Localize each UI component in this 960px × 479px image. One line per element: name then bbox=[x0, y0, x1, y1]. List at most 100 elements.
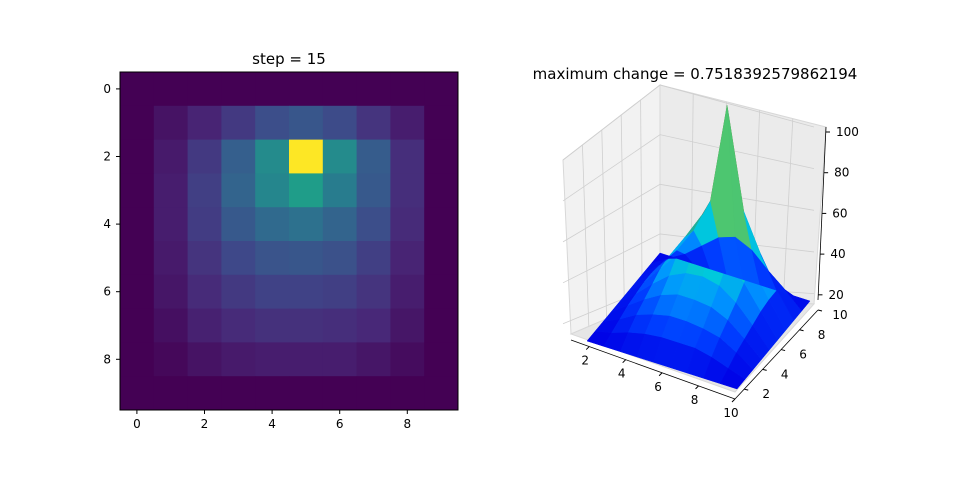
heatmap-cell bbox=[390, 342, 425, 377]
heatmap-cell bbox=[322, 72, 358, 107]
heatmap-x-tick-label: 2 bbox=[201, 417, 209, 431]
heatmap-cell bbox=[390, 376, 425, 411]
heatmap-cell bbox=[255, 274, 290, 310]
heatmap-cell bbox=[120, 139, 155, 174]
heatmap-cell bbox=[255, 241, 290, 276]
heatmap-cell bbox=[255, 376, 290, 411]
surface-y-tick-mark bbox=[762, 368, 767, 371]
heatmap-cell bbox=[356, 308, 391, 343]
heatmap-cell bbox=[221, 139, 256, 174]
heatmap-cell bbox=[221, 241, 256, 276]
heatmap-cell bbox=[390, 139, 425, 174]
heatmap-cell bbox=[221, 342, 256, 377]
surface-y-axis-line bbox=[734, 309, 819, 400]
heatmap-cell bbox=[187, 241, 222, 276]
surface-mesh bbox=[586, 105, 811, 390]
heatmap-cell bbox=[255, 105, 290, 141]
surface-x-tick-label: 6 bbox=[654, 380, 662, 394]
heatmap-y-tick-label: 4 bbox=[103, 217, 111, 231]
heatmap-cell bbox=[187, 173, 222, 208]
heatmap-cell bbox=[120, 105, 155, 141]
heatmap-y-ticks: 0 2 4 6 8 bbox=[103, 82, 120, 366]
heatmap-cell bbox=[289, 376, 324, 411]
surface-y-tick-label: 4 bbox=[781, 367, 789, 381]
heatmap-cell bbox=[322, 308, 358, 343]
heatmap-cell bbox=[356, 72, 391, 107]
heatmap-cell bbox=[120, 207, 155, 242]
heatmap-cell bbox=[187, 105, 222, 141]
heatmap-cell bbox=[390, 274, 425, 310]
heatmap-cell bbox=[153, 139, 189, 174]
surface-x-ticks: 2 4 6 8 10 bbox=[581, 346, 739, 420]
heatmap-cell bbox=[187, 139, 222, 174]
heatmap-cell bbox=[221, 105, 256, 141]
surface-grid-line bbox=[582, 144, 590, 327]
heatmap-cell bbox=[187, 342, 222, 377]
heatmap-cell bbox=[424, 72, 459, 107]
surface-grid-line bbox=[782, 118, 794, 303]
heatmap-cell bbox=[153, 105, 189, 141]
heatmap-cell bbox=[187, 72, 222, 107]
heatmap-y-tick-label: 2 bbox=[103, 150, 111, 164]
surface-z-tick-label: 60 bbox=[832, 206, 847, 220]
heatmap-cell bbox=[255, 72, 290, 107]
heatmap-cell bbox=[322, 139, 358, 174]
heatmap-cell bbox=[390, 173, 425, 208]
heatmap-cell bbox=[356, 241, 391, 276]
heatmap-cell bbox=[424, 207, 459, 242]
heatmap-y-tick-label: 8 bbox=[103, 352, 111, 366]
surface-z-tick-label: 20 bbox=[828, 288, 843, 302]
surface-panel: maximum change = 0.7518392579862194 2468… bbox=[533, 65, 859, 420]
surface-x-tick-mark bbox=[585, 346, 590, 350]
surface-y-tick-mark bbox=[744, 388, 749, 391]
surface-face bbox=[785, 289, 811, 312]
surface-x-tick-mark bbox=[622, 359, 627, 364]
surface-x-tick-label: 4 bbox=[618, 367, 626, 381]
heatmap-cell bbox=[424, 342, 459, 377]
surface-y-tick-mark bbox=[799, 329, 804, 332]
heatmap-cell bbox=[356, 207, 391, 242]
heatmap-cell bbox=[322, 241, 358, 276]
surface-z-tick-label: 80 bbox=[834, 166, 849, 180]
heatmap-title: step = 15 bbox=[252, 50, 326, 68]
heatmap-cell bbox=[255, 173, 290, 208]
surface-grid bbox=[562, 84, 815, 327]
surface-x-axis-line bbox=[570, 339, 736, 400]
heatmap-frame bbox=[119, 71, 459, 411]
heatmap-cell bbox=[289, 72, 324, 107]
surface-x-tick-mark bbox=[658, 372, 663, 377]
heatmap-cell bbox=[424, 241, 459, 276]
heatmap-cells bbox=[120, 72, 459, 411]
heatmap-cell bbox=[322, 342, 358, 377]
heatmap-cell bbox=[322, 105, 358, 141]
surface-x-tick-mark bbox=[731, 398, 736, 403]
surface-grid-line bbox=[640, 99, 643, 304]
heatmap-cell bbox=[390, 105, 425, 141]
heatmap-cell bbox=[424, 308, 459, 343]
heatmap-cell bbox=[187, 376, 222, 411]
heatmap-x-tick-label: 4 bbox=[268, 417, 276, 431]
surface-grid-line bbox=[562, 84, 815, 161]
heatmap-cell bbox=[424, 105, 459, 141]
heatmap-cell bbox=[221, 274, 256, 310]
heatmap-cell bbox=[153, 308, 189, 343]
heatmap-cell bbox=[289, 139, 324, 174]
heatmap-x-tick-label: 6 bbox=[336, 417, 344, 431]
heatmap-cell bbox=[255, 207, 290, 242]
surface-grid-line bbox=[620, 114, 625, 312]
surface-z-tick-label: 40 bbox=[830, 247, 845, 261]
heatmap-cell bbox=[424, 376, 459, 411]
heatmap-cell bbox=[221, 173, 256, 208]
heatmap-cell bbox=[322, 376, 358, 411]
heatmap-cell bbox=[187, 308, 222, 343]
heatmap-cell bbox=[390, 308, 425, 343]
heatmap-cell bbox=[255, 139, 290, 174]
surface-grid-line bbox=[562, 134, 815, 202]
heatmap-cell bbox=[120, 376, 155, 411]
surface-y-tick-mark bbox=[817, 309, 823, 312]
heatmap-cell bbox=[289, 241, 324, 276]
heatmap-y-tick-label: 0 bbox=[103, 82, 111, 96]
heatmap-cell bbox=[120, 308, 155, 343]
